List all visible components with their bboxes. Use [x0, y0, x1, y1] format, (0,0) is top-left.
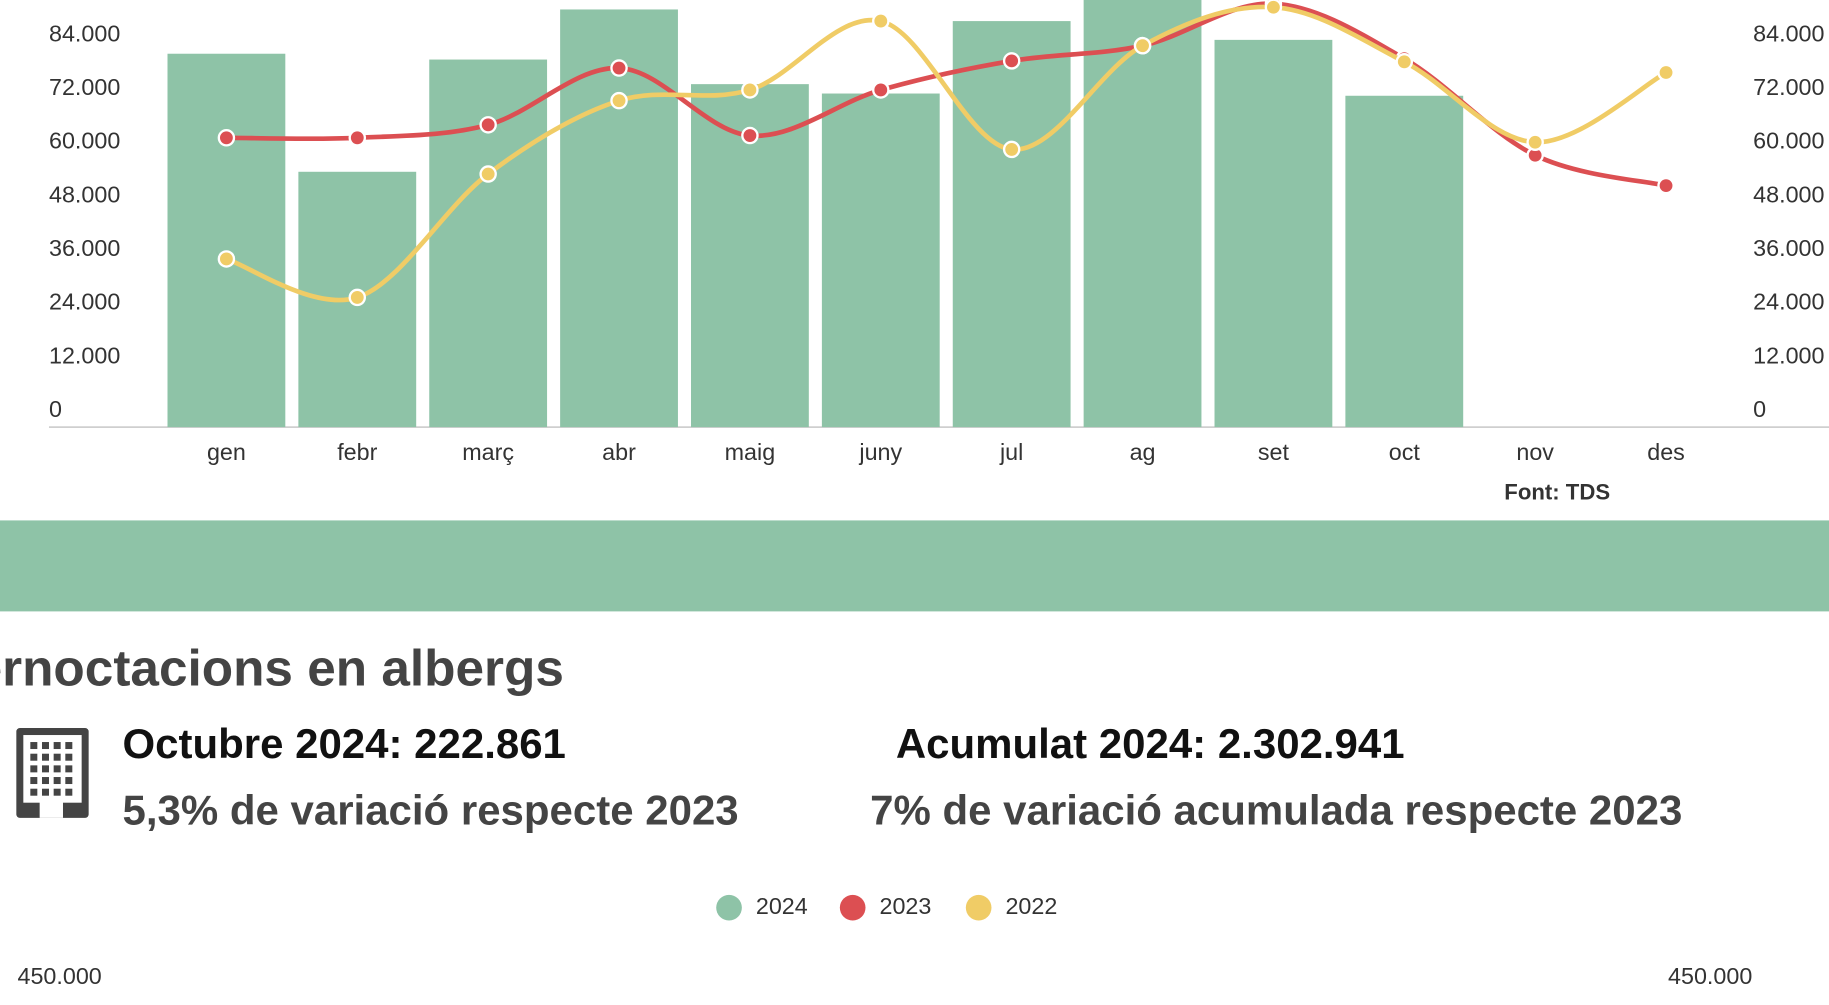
- icon-window: [65, 753, 73, 761]
- legend-label: 2023: [880, 893, 932, 919]
- point: [872, 81, 890, 99]
- icon-window: [41, 765, 49, 773]
- point: [1002, 52, 1021, 70]
- x-tick-label: març: [462, 439, 514, 465]
- y2-tick-label: 450.000: [1668, 963, 1752, 989]
- icon-window: [53, 753, 61, 761]
- y2-tick-label: 60.000: [1753, 128, 1824, 154]
- y-tick-label: 60.000: [49, 128, 120, 154]
- legend-swatch: [839, 894, 866, 921]
- cumulative-stat: Acumulat 2024: 2.302.941: [896, 720, 1405, 767]
- band: [0, 520, 1829, 612]
- x-tick-label: juny: [858, 439, 902, 465]
- source: Font: TDS: [1504, 479, 1610, 504]
- point: [610, 59, 628, 77]
- x-tick-label: des: [1647, 439, 1685, 465]
- x-tick-label: maig: [725, 439, 776, 465]
- icon-window: [41, 753, 49, 761]
- icon-window: [65, 777, 73, 785]
- point: [1657, 63, 1675, 82]
- icon-window: [53, 777, 61, 785]
- y-tick-label: 0: [49, 396, 62, 422]
- x-tick-label: jul: [999, 439, 1023, 465]
- bar: [952, 21, 1071, 428]
- y-tick-label: 12.000: [49, 342, 120, 368]
- month-variation: 5,3% de variació respecte 2023: [122, 786, 738, 833]
- line: [225, 4, 1668, 303]
- month-stat: Octubre 2024: 222.861: [122, 720, 565, 767]
- icon-window: [53, 742, 61, 750]
- point: [1133, 36, 1152, 55]
- icon-window: [53, 765, 61, 773]
- x-tick-label: nov: [1516, 439, 1554, 465]
- bar: [821, 93, 940, 428]
- legend-label: 2022: [1005, 893, 1057, 919]
- y-tick-label: 24.000: [49, 289, 120, 315]
- bar: [1083, 0, 1202, 428]
- icon-window: [30, 753, 38, 761]
- point: [479, 165, 497, 183]
- point: [479, 116, 497, 134]
- icon-window: [30, 765, 38, 773]
- icon-window: [30, 742, 38, 750]
- point: [217, 129, 236, 147]
- point: [1657, 176, 1675, 195]
- x-tick-label: gen: [207, 439, 246, 465]
- icon-window: [41, 777, 49, 785]
- y-tick-label: 36.000: [49, 235, 120, 261]
- y-tick-label: 72.000: [49, 74, 120, 100]
- legend-label: 2024: [756, 893, 808, 919]
- bar: [1214, 39, 1333, 428]
- point: [1526, 133, 1544, 152]
- point: [1395, 53, 1414, 71]
- icon-window: [30, 788, 38, 796]
- x-tick-label: ag: [1130, 439, 1156, 465]
- legend-swatch: [965, 894, 992, 921]
- y2-tick-label: 24.000: [1753, 289, 1824, 315]
- y2-tick-label: 48.000: [1753, 181, 1824, 207]
- y-tick-label: 48.000: [49, 181, 120, 207]
- point: [610, 91, 628, 110]
- y-tick-label: 450.000: [17, 963, 101, 989]
- icon-window: [41, 742, 49, 750]
- icon-window: [41, 788, 49, 796]
- point: [348, 129, 367, 147]
- icon-window: [65, 765, 73, 773]
- x-tick-label: abr: [602, 439, 636, 465]
- icon-window: [53, 788, 61, 796]
- point: [1264, 0, 1283, 16]
- cumulative-variation: 7% de variació acumulada respecte 2023: [870, 786, 1682, 833]
- icon-window: [30, 777, 38, 785]
- section-title: Pernoctacions en albergs: [0, 640, 564, 697]
- y2-tick-label: 36.000: [1753, 235, 1824, 261]
- icon-window: [65, 742, 73, 750]
- building-icon: [16, 728, 89, 818]
- point: [1002, 140, 1021, 159]
- point: [741, 81, 759, 99]
- x-tick-label: oct: [1389, 439, 1421, 465]
- y2-tick-label: 72.000: [1753, 74, 1824, 100]
- y2-tick-label: 12.000: [1753, 342, 1824, 368]
- point: [348, 288, 367, 307]
- y2-tick-label: 84.000: [1753, 20, 1824, 46]
- bar: [167, 53, 286, 428]
- y-tick-label: 84.000: [49, 20, 120, 46]
- point: [741, 126, 759, 145]
- bar: [429, 59, 548, 428]
- bar: [1345, 95, 1464, 428]
- point: [872, 12, 890, 30]
- icon-window: [65, 788, 73, 796]
- legend-swatch: [716, 894, 742, 921]
- x-tick-label: febr: [337, 439, 377, 465]
- y2-tick-label: 0: [1753, 396, 1766, 422]
- x-tick-label: set: [1258, 439, 1290, 465]
- point: [217, 250, 236, 268]
